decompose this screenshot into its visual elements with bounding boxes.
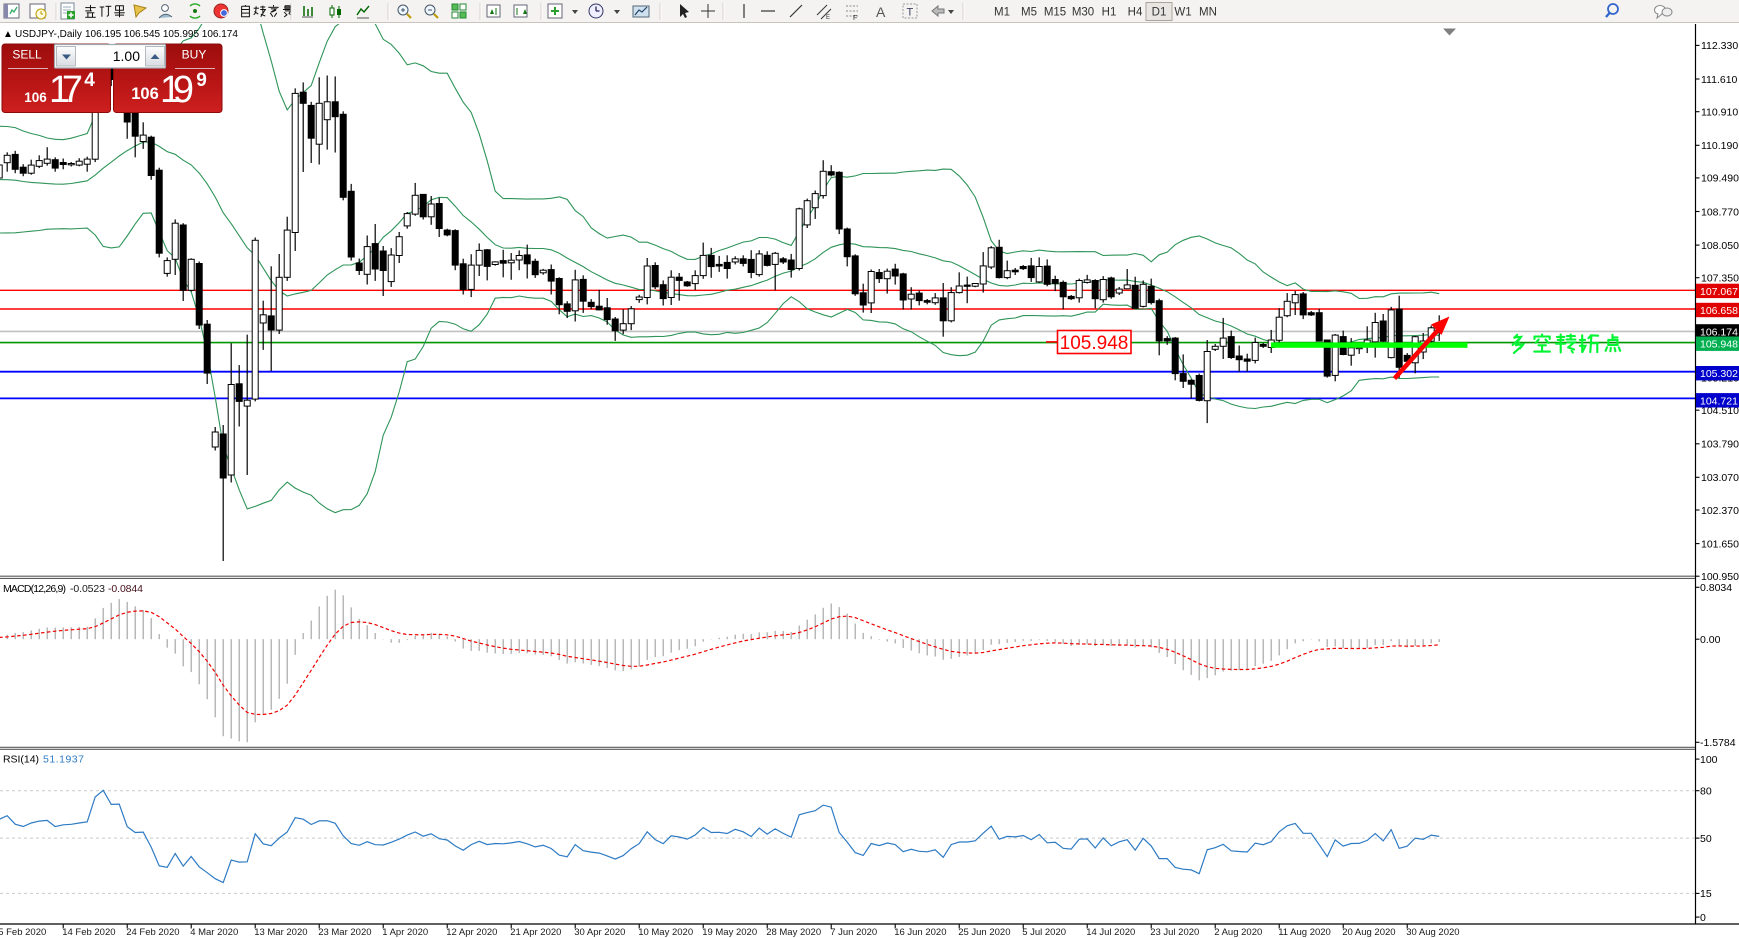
svg-text:30 Apr 2020: 30 Apr 2020	[574, 927, 625, 938]
svg-text:106.195 106.545 105.995 106.17: 106.195 106.545 105.995 106.174	[85, 29, 238, 40]
svg-text:M1: M1	[994, 7, 1010, 19]
svg-text:51.1937: 51.1937	[43, 754, 84, 766]
svg-text:105.948: 105.948	[1060, 333, 1129, 354]
svg-text:-0.0844: -0.0844	[108, 583, 143, 595]
svg-text:MN: MN	[1199, 7, 1217, 19]
svg-text:▲: ▲	[3, 29, 13, 40]
svg-text:M30: M30	[1072, 7, 1094, 19]
svg-text:5 Feb 2020: 5 Feb 2020	[0, 927, 46, 938]
svg-text:11 Aug 2020: 11 Aug 2020	[1278, 927, 1331, 938]
svg-text:19 May 2020: 19 May 2020	[702, 927, 757, 938]
svg-text:105.302: 105.302	[1700, 368, 1738, 380]
svg-text:H1: H1	[1102, 7, 1117, 19]
svg-text:108.050: 108.050	[1701, 240, 1739, 252]
svg-text:107.067: 107.067	[1700, 286, 1738, 298]
svg-text:104.510: 104.510	[1701, 405, 1739, 417]
svg-text:108.770: 108.770	[1701, 206, 1739, 218]
svg-text:106: 106	[131, 85, 159, 103]
svg-text:2 Aug 2020: 2 Aug 2020	[1214, 927, 1262, 938]
svg-text:104.721: 104.721	[1700, 395, 1738, 407]
svg-text:100: 100	[1700, 754, 1718, 766]
svg-text:4: 4	[84, 70, 95, 91]
svg-text:RSI(14): RSI(14)	[3, 754, 39, 766]
svg-text:50: 50	[1700, 833, 1712, 845]
svg-text:106.174: 106.174	[1700, 326, 1738, 338]
svg-text:110.910: 110.910	[1701, 107, 1738, 119]
svg-text:0.00: 0.00	[1700, 634, 1721, 646]
svg-text:E: E	[826, 15, 830, 21]
svg-text:24 Feb 2020: 24 Feb 2020	[126, 927, 179, 938]
svg-text:112.330: 112.330	[1701, 40, 1738, 52]
svg-text:80: 80	[1700, 786, 1712, 798]
svg-text:20 Aug 2020: 20 Aug 2020	[1342, 927, 1395, 938]
svg-text:14 Feb 2020: 14 Feb 2020	[62, 927, 115, 938]
svg-text:A: A	[876, 4, 886, 20]
svg-text:106.658: 106.658	[1700, 305, 1738, 317]
svg-text:D1: D1	[1152, 7, 1167, 19]
svg-text:4 Mar 2020: 4 Mar 2020	[190, 927, 238, 938]
svg-text:M15: M15	[1044, 7, 1066, 19]
svg-text:BUY: BUY	[182, 48, 207, 62]
svg-text:110.190: 110.190	[1701, 140, 1738, 152]
svg-text:23 Jul 2020: 23 Jul 2020	[1150, 927, 1199, 938]
svg-text:M5: M5	[1021, 7, 1037, 19]
svg-text:23 Mar 2020: 23 Mar 2020	[318, 927, 371, 938]
svg-text:H4: H4	[1128, 7, 1143, 19]
svg-text:-0.0523: -0.0523	[70, 583, 105, 595]
svg-text:10 May 2020: 10 May 2020	[638, 927, 693, 938]
svg-text:F: F	[853, 15, 857, 22]
svg-text:103.070: 103.070	[1701, 472, 1739, 484]
svg-text:21 Apr 2020: 21 Apr 2020	[510, 927, 561, 938]
svg-text:W1: W1	[1174, 7, 1191, 19]
svg-text:28 May 2020: 28 May 2020	[766, 927, 821, 938]
svg-text:T: T	[907, 7, 914, 19]
svg-text:102.370: 102.370	[1701, 505, 1739, 517]
svg-text:109.490: 109.490	[1701, 173, 1739, 185]
svg-text:12 Apr 2020: 12 Apr 2020	[446, 927, 497, 938]
svg-text:-1.5784: -1.5784	[1700, 737, 1736, 749]
svg-text:106: 106	[24, 90, 47, 105]
svg-text:0: 0	[1700, 912, 1706, 924]
svg-text:1.00: 1.00	[113, 48, 140, 64]
svg-text:SELL: SELL	[12, 48, 42, 62]
svg-text:USDJPY-,Daily: USDJPY-,Daily	[15, 29, 82, 40]
svg-text:107.350: 107.350	[1701, 273, 1739, 285]
svg-text:17: 17	[49, 69, 83, 111]
svg-text:0.8034: 0.8034	[1700, 582, 1732, 594]
svg-text:105.948: 105.948	[1700, 339, 1738, 351]
svg-text:103.790: 103.790	[1701, 439, 1739, 451]
svg-text:111.610: 111.610	[1701, 74, 1738, 86]
svg-text:14 Jul 2020: 14 Jul 2020	[1086, 927, 1135, 938]
svg-text:13 Mar 2020: 13 Mar 2020	[254, 927, 307, 938]
svg-text:5 Jul 2020: 5 Jul 2020	[1022, 927, 1066, 938]
svg-text:7 Jun 2020: 7 Jun 2020	[830, 927, 877, 938]
svg-text:19: 19	[160, 69, 194, 111]
svg-text:100.950: 100.950	[1701, 571, 1739, 583]
svg-text:15: 15	[1700, 888, 1712, 900]
svg-text:16 Jun 2020: 16 Jun 2020	[894, 927, 946, 938]
svg-text:25 Jun 2020: 25 Jun 2020	[958, 927, 1010, 938]
svg-text:MACD(12,26,9): MACD(12,26,9)	[3, 583, 66, 595]
svg-text:9: 9	[196, 70, 207, 91]
svg-text:1 Apr 2020: 1 Apr 2020	[382, 927, 428, 938]
svg-text:30 Aug 2020: 30 Aug 2020	[1406, 927, 1459, 938]
svg-text:101.650: 101.650	[1701, 538, 1739, 550]
